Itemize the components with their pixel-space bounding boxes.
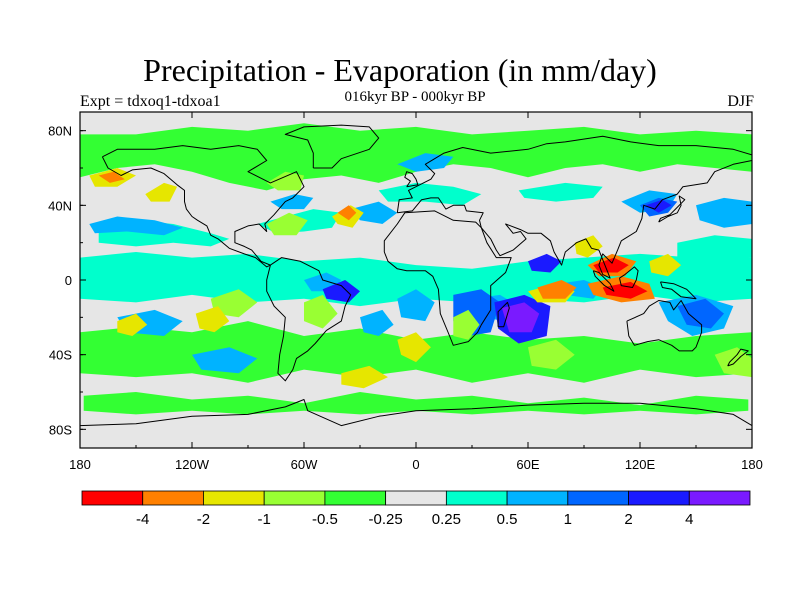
colorbar-swatch-1 bbox=[142, 490, 204, 506]
field-region-35 bbox=[266, 212, 308, 236]
field-region-49 bbox=[593, 257, 629, 273]
coastline-new-guinea bbox=[660, 281, 697, 300]
field-region-10 bbox=[397, 153, 454, 172]
coastline-antarctica bbox=[80, 399, 752, 427]
field-region-47 bbox=[537, 280, 577, 299]
coastline-borneo bbox=[619, 266, 639, 288]
field-region-42 bbox=[528, 339, 575, 370]
colorbar-label: -4 bbox=[136, 511, 149, 528]
colorbar-label: -0.5 bbox=[312, 511, 338, 528]
field-region-44 bbox=[341, 365, 388, 389]
lat-tick-label: 80N bbox=[48, 124, 72, 139]
lat-tick-label: 40N bbox=[48, 198, 72, 213]
colorbar-swatch-9 bbox=[628, 490, 690, 506]
colorbar-label: 4 bbox=[685, 511, 693, 528]
field-region-21 bbox=[501, 302, 540, 333]
colorbar-label: -2 bbox=[197, 511, 210, 528]
coastline-greenland bbox=[284, 124, 380, 169]
lat-axis: 80N 40N 0 40S 80S bbox=[48, 124, 752, 437]
field-region-37 bbox=[337, 205, 357, 221]
colorbar-swatch-5 bbox=[385, 490, 447, 506]
lon-tick-label: 120W bbox=[175, 457, 210, 472]
lon-tick-label: 60W bbox=[291, 457, 318, 472]
lon-axis: 180 120W 60W 0 60E 120E 180 bbox=[69, 112, 763, 472]
field-region-33 bbox=[195, 306, 230, 333]
season-label: DJF bbox=[727, 93, 754, 110]
colorbar-swatch-0 bbox=[81, 490, 144, 506]
colorbar-swatch-10 bbox=[688, 490, 751, 506]
colorbar-label: 1 bbox=[564, 511, 572, 528]
field-region-14 bbox=[645, 199, 672, 213]
colorbar-swatch-6 bbox=[445, 490, 508, 506]
colorbar: -4 -2 -1 -0.5 -0.25 0.25 0.5 1 2 4 bbox=[81, 490, 751, 528]
field-region-40 bbox=[453, 309, 480, 340]
lon-tick-label: 180 bbox=[741, 457, 763, 472]
field-region-2 bbox=[80, 123, 752, 191]
lat-tick-label: 80S bbox=[49, 422, 72, 437]
colorbar-label: 0.5 bbox=[497, 511, 518, 528]
coastline-madagascar bbox=[497, 301, 510, 328]
field-region-5 bbox=[89, 216, 183, 236]
field-region-31 bbox=[210, 289, 258, 318]
chart-title: Precipitation - Evaporation (in mm/day) bbox=[143, 52, 657, 88]
field-region-27 bbox=[360, 309, 394, 336]
field-region-52 bbox=[649, 253, 682, 277]
field-region-29 bbox=[192, 347, 258, 374]
coastline-north-america bbox=[101, 145, 305, 268]
field-region-9 bbox=[378, 182, 482, 206]
coastline-uk bbox=[404, 171, 419, 188]
field-region-15 bbox=[696, 197, 752, 228]
field-region-34 bbox=[117, 313, 148, 336]
coastline-japan bbox=[658, 195, 686, 223]
coastline-new-zealand bbox=[727, 348, 749, 367]
colorbar-swatch-3 bbox=[263, 490, 326, 506]
field-region-32 bbox=[304, 294, 338, 329]
field-region-8 bbox=[350, 201, 398, 224]
field-region-11 bbox=[518, 182, 603, 202]
field-region-41 bbox=[397, 332, 431, 363]
lat-tick-label: 0 bbox=[65, 273, 72, 288]
colorbar-label: -1 bbox=[258, 511, 271, 528]
coastlines bbox=[80, 124, 752, 427]
lon-tick-label: 180 bbox=[69, 457, 91, 472]
coastline-south-america bbox=[266, 257, 352, 382]
field-region-3 bbox=[83, 392, 749, 415]
lon-tick-label: 120E bbox=[625, 457, 656, 472]
coastline-africa bbox=[383, 210, 512, 346]
lon-tick-label: 60E bbox=[516, 457, 539, 472]
map-field bbox=[80, 112, 752, 448]
coastline-eurasia bbox=[396, 135, 752, 279]
field-contours bbox=[80, 123, 752, 415]
field-region-17 bbox=[397, 289, 435, 322]
field-region-39 bbox=[266, 171, 304, 191]
colorbar-swatch-7 bbox=[506, 490, 569, 506]
colorbar-label: 2 bbox=[624, 511, 632, 528]
field-region-7 bbox=[270, 194, 314, 210]
experiment-label: Expt = tdxoq1-tdxoa1 bbox=[80, 93, 221, 110]
field-region-25 bbox=[677, 298, 724, 329]
field-region-54 bbox=[98, 171, 125, 183]
colorbar-swatch-4 bbox=[324, 490, 387, 506]
field-region-51 bbox=[602, 281, 648, 299]
field-region-28 bbox=[322, 280, 360, 303]
lon-tick-label: 0 bbox=[412, 457, 419, 472]
field-region-23 bbox=[528, 253, 562, 273]
colorbar-label: 0.25 bbox=[432, 511, 461, 528]
coastline-sumatra bbox=[592, 270, 615, 292]
colorbar-swatch-2 bbox=[203, 490, 265, 506]
coastline-australia bbox=[626, 300, 703, 352]
field-region-16 bbox=[677, 235, 752, 262]
colorbar-label: -0.25 bbox=[369, 511, 403, 528]
colorbar-swatch-8 bbox=[567, 490, 629, 506]
chart-subtitle: 016kyr BP - 000kyr BP bbox=[344, 89, 486, 105]
field-region-38 bbox=[145, 182, 178, 202]
lat-tick-label: 40S bbox=[49, 348, 72, 363]
